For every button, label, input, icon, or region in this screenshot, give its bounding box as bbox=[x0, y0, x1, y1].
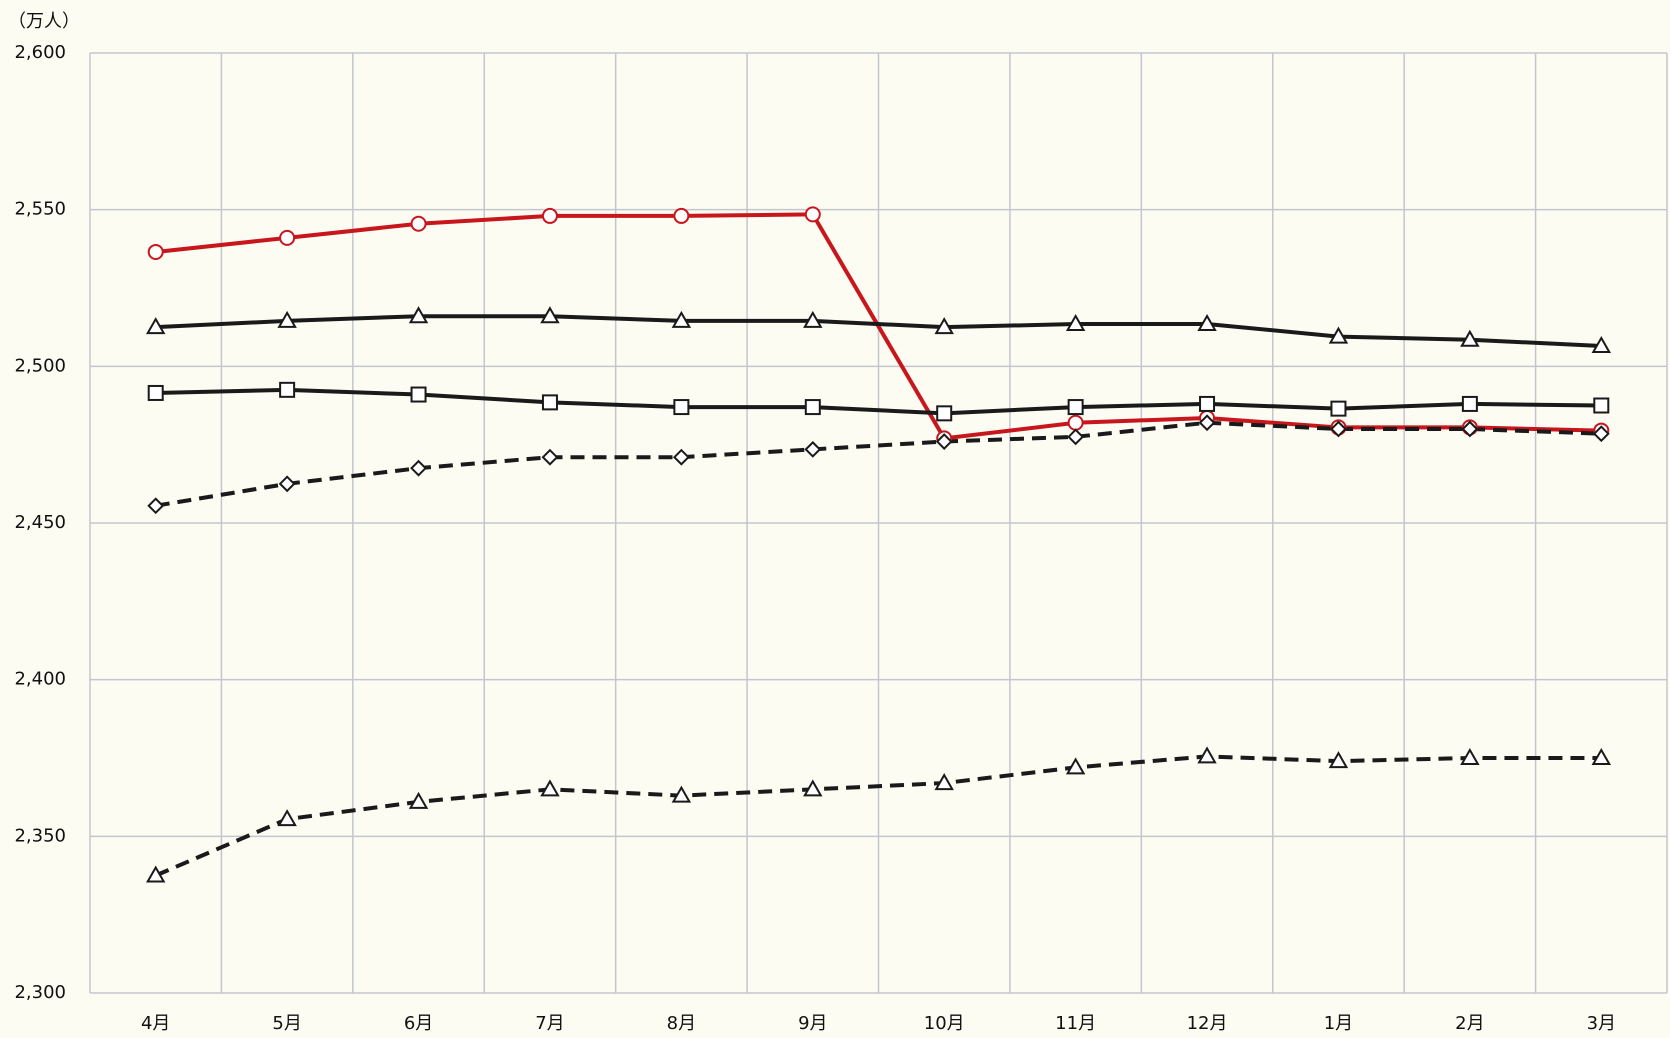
marker bbox=[541, 207, 558, 224]
x-tick-label: 7月 bbox=[535, 1013, 564, 1034]
x-tick-label: 4月 bbox=[141, 1013, 170, 1034]
x-tick-label: 8月 bbox=[667, 1013, 696, 1034]
x-tick-label: 9月 bbox=[798, 1013, 827, 1034]
series-line bbox=[155, 314, 1602, 348]
marker bbox=[1065, 757, 1086, 775]
marker bbox=[410, 215, 427, 232]
x-tick-label: 2月 bbox=[1455, 1013, 1484, 1034]
marker bbox=[934, 773, 954, 791]
marker bbox=[936, 405, 953, 422]
marker bbox=[1197, 746, 1217, 764]
y-tick-label: 2,450 bbox=[14, 512, 66, 533]
marker bbox=[408, 791, 429, 809]
y-tick-label: 2,400 bbox=[14, 669, 66, 690]
marker bbox=[1330, 400, 1347, 417]
marker bbox=[1067, 414, 1084, 431]
x-tick-label: 3月 bbox=[1587, 1013, 1616, 1034]
x-tick-label: 5月 bbox=[272, 1013, 301, 1034]
marker bbox=[278, 475, 296, 493]
x-tick-label: 11月 bbox=[1055, 1013, 1096, 1034]
marker bbox=[803, 779, 823, 797]
marker bbox=[277, 809, 297, 827]
series-line bbox=[155, 420, 1602, 508]
marker bbox=[804, 440, 822, 458]
marker bbox=[279, 229, 296, 246]
marker bbox=[1591, 747, 1612, 765]
marker bbox=[1461, 420, 1479, 438]
y-tick-label: 2,500 bbox=[14, 355, 66, 376]
y-tick-label: 2,600 bbox=[14, 42, 66, 63]
marker bbox=[410, 459, 427, 477]
x-tick-label: 10月 bbox=[924, 1013, 965, 1034]
y-tick-label: 2,350 bbox=[14, 825, 66, 846]
marker bbox=[672, 448, 690, 466]
marker bbox=[147, 243, 164, 260]
marker bbox=[145, 317, 166, 335]
y-tick-label: 2,300 bbox=[14, 982, 66, 1003]
marker bbox=[1593, 397, 1610, 414]
marker bbox=[1198, 414, 1216, 432]
marker bbox=[410, 386, 427, 403]
y-tick-label: 2,550 bbox=[14, 199, 66, 220]
marker bbox=[671, 785, 692, 803]
marker bbox=[1460, 329, 1480, 347]
marker bbox=[1330, 420, 1347, 438]
marker bbox=[671, 310, 692, 328]
marker bbox=[408, 306, 429, 324]
marker bbox=[147, 384, 164, 401]
marker bbox=[147, 497, 165, 515]
marker bbox=[1197, 314, 1217, 332]
marker bbox=[803, 310, 823, 328]
marker bbox=[540, 306, 560, 324]
x-tick-label: 1月 bbox=[1324, 1013, 1353, 1034]
marker bbox=[935, 433, 953, 450]
marker bbox=[1461, 395, 1478, 412]
marker bbox=[1328, 751, 1349, 769]
marker bbox=[541, 394, 558, 411]
marker bbox=[673, 399, 690, 416]
marker bbox=[804, 399, 821, 416]
marker bbox=[541, 448, 559, 466]
series-line bbox=[154, 754, 1602, 878]
marker bbox=[804, 206, 821, 223]
marker bbox=[1460, 747, 1480, 765]
marker bbox=[1199, 395, 1216, 412]
marker bbox=[1065, 314, 1086, 332]
marker bbox=[1592, 425, 1610, 443]
series-line bbox=[155, 387, 1602, 416]
marker bbox=[279, 381, 296, 398]
x-tick-label: 12月 bbox=[1187, 1013, 1228, 1034]
x-tick-label: 6月 bbox=[404, 1013, 433, 1034]
marker bbox=[1067, 399, 1084, 416]
marker bbox=[277, 310, 297, 328]
series-line bbox=[155, 212, 1602, 441]
marker bbox=[1067, 428, 1085, 446]
marker bbox=[1328, 326, 1349, 344]
marker bbox=[673, 207, 690, 224]
marker bbox=[145, 865, 166, 883]
marker bbox=[934, 317, 954, 335]
y-unit-label: （万人） bbox=[8, 11, 80, 32]
marker bbox=[540, 779, 560, 797]
marker bbox=[1591, 335, 1612, 353]
